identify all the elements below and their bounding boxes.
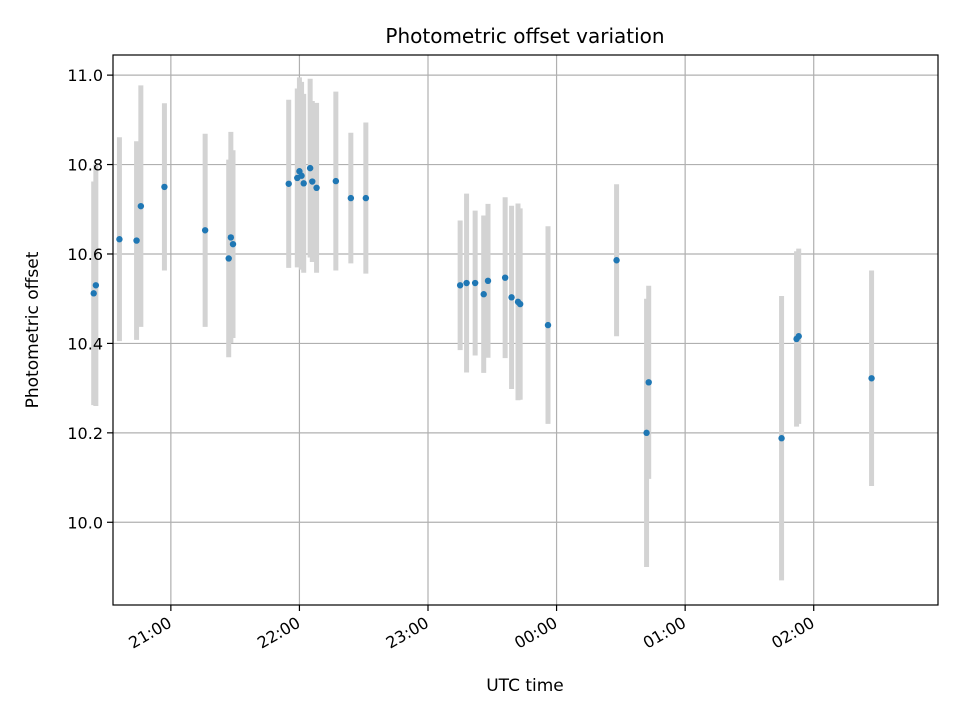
data-point [229, 240, 237, 248]
data-point [544, 321, 552, 329]
data-point [133, 237, 140, 244]
data-point [463, 279, 470, 287]
y-tick-label: 10.8 [67, 156, 103, 175]
data-point [313, 184, 320, 192]
data-point [516, 300, 524, 308]
data-point [795, 333, 802, 340]
data-point [306, 164, 314, 172]
y-axis-label: Photometric offset [23, 251, 43, 408]
data-point [778, 435, 785, 442]
y-tick-label: 10.6 [67, 245, 103, 264]
data-point [484, 277, 492, 285]
data-point [201, 227, 209, 234]
plot-frame [112, 54, 939, 606]
y-tick-label: 10.0 [67, 513, 103, 532]
data-point [161, 183, 168, 191]
data-point [137, 202, 145, 210]
data-points [90, 164, 875, 442]
x-axis-label: UTC time [486, 676, 564, 696]
data-point [309, 178, 316, 185]
data-point [332, 177, 340, 185]
data-point [508, 294, 515, 301]
data-point [92, 282, 100, 289]
data-point [613, 257, 620, 264]
data-point [116, 236, 123, 243]
chart-title: Photometric offset variation [385, 24, 664, 48]
data-point [285, 180, 292, 187]
data-point [347, 194, 355, 202]
data-point [501, 274, 509, 281]
y-tick-label: 10.4 [67, 334, 103, 353]
data-point [643, 429, 650, 437]
data-point [645, 379, 652, 386]
data-point [90, 290, 97, 297]
y-tick-label: 11.0 [67, 66, 103, 85]
data-point [300, 180, 307, 187]
data-point [480, 291, 487, 298]
data-point [362, 194, 370, 202]
data-point [456, 282, 464, 289]
data-point [227, 234, 235, 241]
y-axis-ticks: 10.0 10.2 10.4 10.6 10.8 11.0 [67, 66, 113, 532]
data-point [868, 375, 875, 382]
data-point [471, 279, 479, 287]
data-point [225, 255, 232, 262]
y-tick-label: 10.2 [67, 424, 103, 443]
data-point [298, 172, 305, 179]
